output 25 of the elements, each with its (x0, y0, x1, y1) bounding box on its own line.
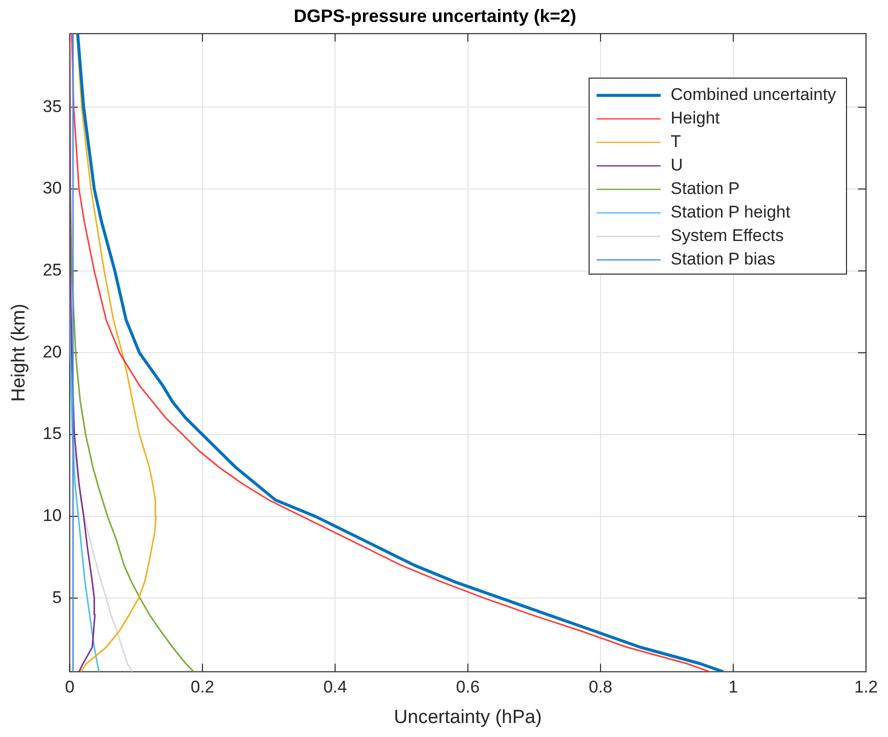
legend-label: Station P height (670, 202, 791, 222)
legend-label: Station P bias (670, 250, 776, 269)
y-tick-label: 30 (42, 178, 62, 198)
x-tick-label: 0.2 (190, 678, 214, 697)
y-axis-title: Height (km) (8, 304, 30, 402)
legend-label: Height (670, 108, 720, 128)
chart-title: DGPS-pressure uncertainty (k=2) (294, 6, 576, 26)
y-tick-label: 25 (42, 260, 62, 280)
x-tick-label: 1.2 (854, 678, 878, 697)
y-tick-label: 5 (52, 588, 62, 607)
x-tick-label: 1 (728, 678, 738, 697)
y-tick-label: 15 (42, 424, 62, 444)
legend-label: U (670, 156, 683, 175)
y-tick-label: 10 (42, 506, 62, 526)
x-tick-label: 0 (64, 678, 74, 697)
y-tick-label: 20 (42, 342, 62, 362)
x-tick-label: 0.8 (588, 678, 612, 697)
legend-label: Combined uncertainty (670, 85, 836, 104)
x-tick-label: 0.4 (323, 678, 347, 697)
legend-label: Station P (670, 179, 740, 198)
y-tick-label: 35 (42, 96, 62, 116)
legend-label: T (670, 132, 682, 152)
x-axis-title: Uncertainty (hPa) (394, 706, 542, 728)
legend-label: System Effects (670, 226, 784, 246)
x-tick-label: 0.6 (456, 678, 480, 697)
